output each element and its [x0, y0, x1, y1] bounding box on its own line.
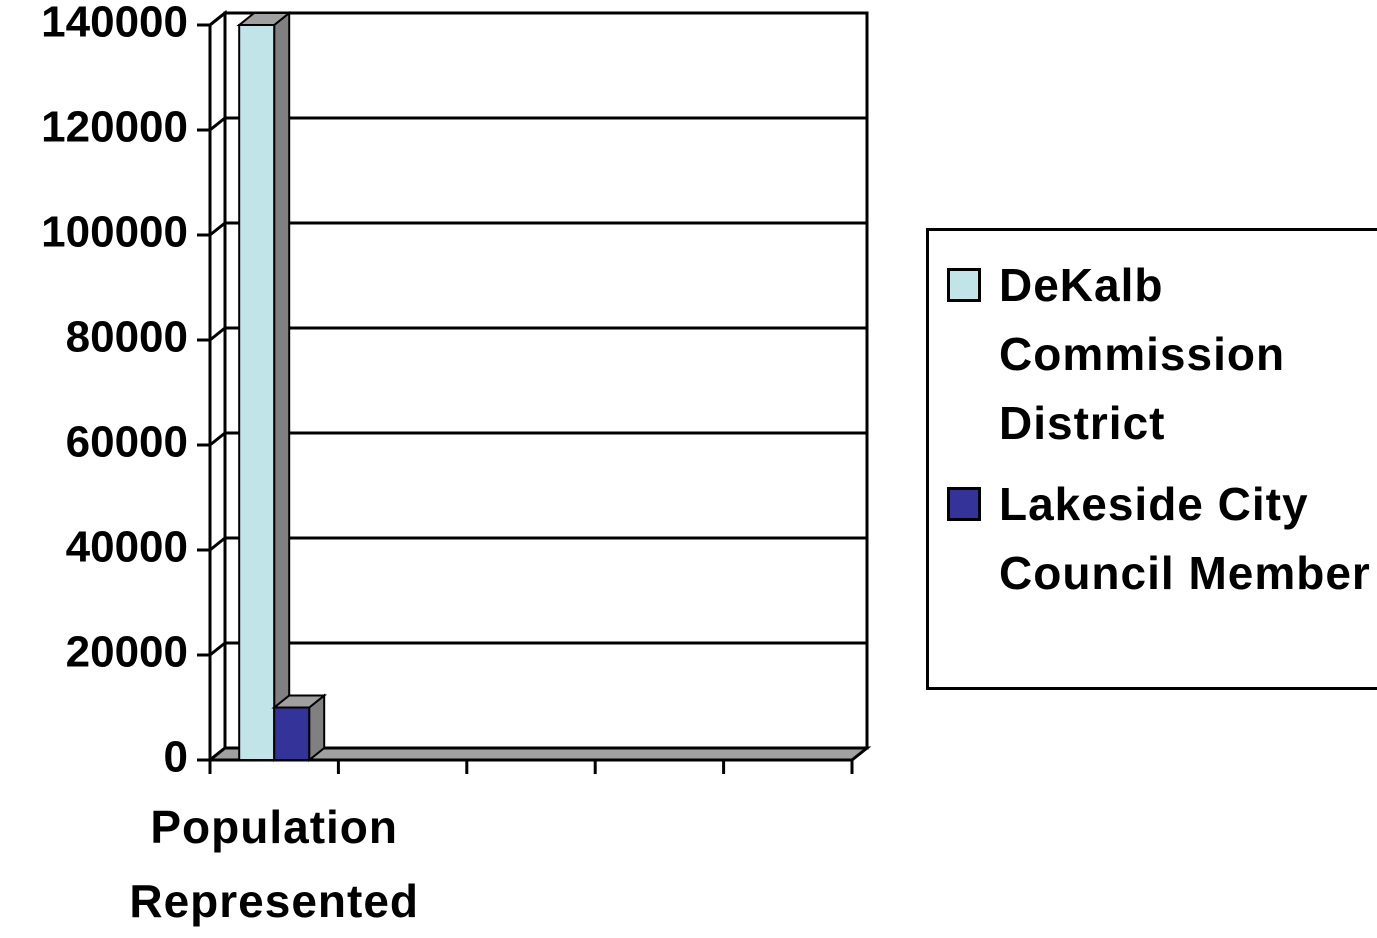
x-tick-label: Population Represented — [129, 801, 420, 927]
y-tick-label: 120000 — [41, 103, 188, 152]
grid-line — [209, 326, 867, 342]
legend-swatch — [947, 268, 981, 302]
y-tick-label: 140000 — [41, 0, 188, 47]
legend-entry: Lakeside City Council Member — [929, 470, 1377, 608]
bar-side — [273, 10, 291, 763]
grid-line — [209, 221, 867, 237]
y-tick-label: 100000 — [41, 208, 188, 257]
bar — [238, 24, 276, 761]
y-tick-label: 0 — [164, 733, 188, 782]
legend: DeKalb Commission District Lakeside City … — [926, 228, 1377, 690]
back-wall — [223, 11, 869, 750]
y-tick-label: 80000 — [66, 313, 188, 362]
grid-line — [209, 116, 867, 132]
legend-label: DeKalb Commission District — [999, 259, 1286, 449]
y-tick-label: 40000 — [66, 523, 188, 572]
y-tick-label: 20000 — [66, 628, 188, 677]
legend-entry: DeKalb Commission District — [929, 251, 1377, 458]
grid-line — [209, 641, 867, 657]
grid-line — [209, 431, 867, 447]
legend-label: Lakeside City Council Member — [999, 478, 1371, 599]
y-tick-label: 60000 — [66, 418, 188, 467]
legend-swatch — [947, 487, 981, 521]
grid-line — [209, 11, 867, 27]
grid-line — [209, 536, 867, 552]
bar — [273, 706, 311, 761]
